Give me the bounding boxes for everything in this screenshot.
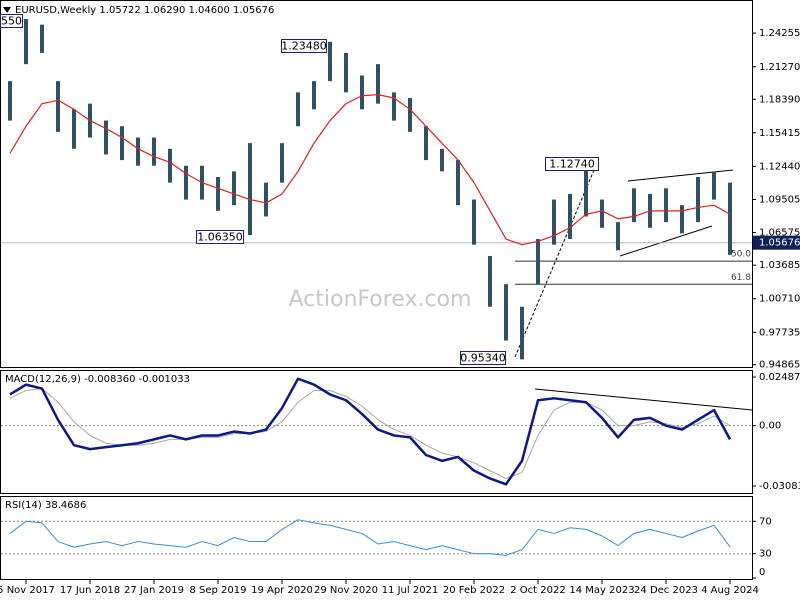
macd-title: MACD(12,26,9) [5, 374, 81, 385]
annotation: 1.23480 [281, 40, 327, 53]
x-tick-label: 14 May 2023 [569, 585, 634, 596]
annotation: 0.95340 [460, 352, 506, 365]
rsi-title: RSI(14) [5, 500, 42, 511]
moving-average [9, 94, 731, 246]
y-tick-label: 1.12440 [759, 161, 800, 172]
rsi-line [9, 519, 731, 556]
price-panel [0, 0, 753, 368]
last-price-label: 1.05676 [759, 238, 800, 249]
rsi-value: 38.4686 [45, 500, 86, 511]
symbol: EURUSD,Weekly [15, 5, 96, 16]
y-tick-label: 1.09505 [759, 195, 800, 206]
trend-line [534, 388, 753, 411]
y-tick-label: -0.030836 [759, 481, 800, 492]
x-tick-label: 27 Jan 2019 [124, 585, 184, 596]
y-tick-label: 1.21270 [759, 62, 800, 73]
macd-line [9, 377, 732, 486]
x-tick-label: 24 Dec 2023 [634, 585, 698, 596]
macd-panel [0, 370, 753, 494]
annotation: 1.12740 [549, 158, 595, 171]
y-tick-label: 1.03685 [759, 260, 800, 271]
y-tick-label: 30 [759, 549, 772, 560]
rsi-panel [0, 496, 753, 580]
y-tick-label: 1.18390 [759, 94, 800, 105]
x-tick-label: 29 Nov 2020 [314, 585, 378, 596]
x-tick-label: 5 Nov 2017 [0, 585, 55, 596]
y-tick-label: 1.15415 [759, 128, 800, 139]
y-tick-label: 0.97735 [759, 327, 800, 338]
x-tick-label: 19 Apr 2020 [251, 585, 313, 596]
y-tick-label: 1.00710 [759, 294, 800, 305]
watermark: ActionForex.com [289, 287, 472, 312]
y-tick-label: 1.24255 [759, 28, 800, 39]
price-header: EURUSD,Weekly 1.05722 1.06290 1.04600 1.… [15, 5, 274, 16]
trend-line [619, 225, 713, 257]
x-tick-label: 20 Feb 2022 [443, 585, 505, 596]
annotation-box [545, 157, 599, 171]
annotation-box [196, 230, 244, 244]
x-tick-label: 4 Aug 2024 [701, 585, 759, 596]
x-tick-label: 8 Sep 2019 [189, 585, 246, 596]
ohlc: 1.05722 1.06290 1.04600 1.05676 [99, 5, 274, 16]
y-tick-label: 0.024871 [759, 372, 800, 383]
annotation: 550 [1, 15, 22, 28]
fib-label: 50.0 [731, 250, 751, 260]
annotation-box [281, 39, 327, 53]
macd-values: -0.008360 -0.001033 [84, 374, 190, 385]
y-tick-label: 0 [759, 567, 765, 578]
macd-header: MACD(12,26,9) -0.008360 -0.001033 [5, 374, 190, 385]
y-tick-label: 1.06575 [759, 228, 800, 239]
x-tick-label: 11 Jul 2021 [382, 585, 439, 596]
annotation: 1.06350 [197, 231, 243, 244]
y-tick-label: 0.00 [759, 421, 781, 432]
trend-line [514, 162, 598, 358]
menu-arrow [3, 7, 11, 13]
fib-label: 61.8 [731, 273, 751, 283]
last-price-box [753, 235, 800, 250]
y-tick-label: 0.94865 [759, 360, 800, 371]
x-tick-label: 2 Oct 2022 [510, 585, 565, 596]
annotation-box [460, 351, 506, 365]
y-tick-label: 70 [759, 516, 772, 527]
x-tick-label: 17 Jun 2018 [60, 585, 120, 596]
rsi-header: RSI(14) 38.4686 [5, 500, 86, 511]
annotation-box [0, 14, 23, 28]
